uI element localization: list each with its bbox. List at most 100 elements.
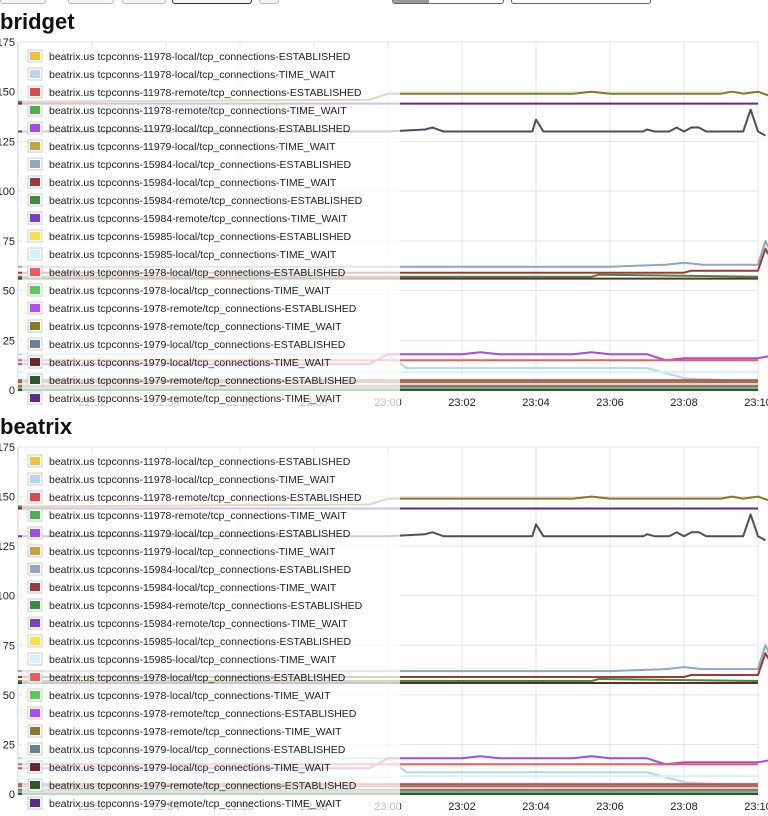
legend-label: beatrix.us tcpconns-11978-remote/tcp_con… [49,492,362,504]
panel-title: beatrix [0,414,73,439]
y-tick-label: 125 [0,136,15,148]
x-tick-label: 23:04 [522,397,550,409]
line-chart: 025507510012515017522:5222:5422:5622:582… [0,442,768,814]
y-tick-label: 0 [9,789,15,801]
legend-swatch [30,214,40,222]
legend-swatch [30,394,40,402]
legend-label: beatrix.us tcpconns-15985-local/tcp_conn… [49,249,337,261]
legend-swatch [30,547,40,555]
legend-label: beatrix.us tcpconns-15984-local/tcp_conn… [49,582,337,594]
toolbar-button[interactable] [259,0,279,4]
legend-label: beatrix.us tcpconns-11979-local/tcp_conn… [49,123,351,135]
legend-label: beatrix.us tcpconns-1979-local/tcp_conne… [49,357,331,369]
x-tick-label: 23:08 [670,397,698,409]
x-tick-label: 23:08 [670,801,698,813]
y-tick-label: 175 [0,37,15,49]
legend-label: beatrix.us tcpconns-11978-local/tcp_conn… [49,69,336,81]
legend-label: beatrix.us tcpconns-11979-local/tcp_conn… [49,546,336,558]
legend-swatch [30,106,40,114]
legend-swatch [30,124,40,132]
legend-label: beatrix.us tcpconns-1979-remote/tcp_conn… [49,798,342,810]
legend-label: beatrix.us tcpconns-11979-local/tcp_conn… [49,528,351,540]
series-line [18,108,766,137]
legend-label: beatrix.us tcpconns-15984-remote/tcp_con… [49,600,363,612]
x-tick-label: 23:04 [522,801,550,813]
y-tick-label: 25 [3,335,15,347]
toolbar-button-active[interactable] [172,0,252,4]
y-tick-label: 75 [3,640,15,652]
y-tick-label: 100 [0,591,15,603]
legend-label: beatrix.us tcpconns-1978-local/tcp_conne… [49,267,346,279]
legend-swatch [30,637,40,645]
legend-label: beatrix.us tcpconns-11978-local/tcp_conn… [49,474,336,486]
y-tick-label: 150 [0,492,15,504]
legend-swatch [30,268,40,276]
series-line [18,644,768,673]
legend-label: beatrix.us tcpconns-1978-local/tcp_conne… [49,672,346,684]
panel-title: bridget [0,9,75,34]
y-tick-label: 50 [3,286,15,298]
legend-swatch [30,322,40,330]
legend-swatch [30,781,40,789]
y-tick-label: 100 [0,186,15,198]
legend-label: beatrix.us tcpconns-11978-local/tcp_conn… [49,456,351,468]
legend-label: beatrix.us tcpconns-15985-local/tcp_conn… [49,654,337,666]
legend-swatch [30,601,40,609]
x-tick-label: 23:02 [448,397,476,409]
legend-label: beatrix.us tcpconns-15984-remote/tcp_con… [49,213,348,225]
legend-label: beatrix.us tcpconns-1979-local/tcp_conne… [49,744,346,756]
legend-label: beatrix.us tcpconns-11979-local/tcp_conn… [49,141,336,153]
series-line [18,513,766,542]
legend-swatch [30,745,40,753]
legend-swatch [30,88,40,96]
legend-swatch [30,619,40,627]
legend-swatch [30,376,40,384]
y-tick-label: 150 [0,87,15,99]
toolbar-button[interactable] [68,0,114,4]
series-line [18,652,768,678]
toolbar [0,0,768,6]
legend-swatch [30,583,40,591]
legend-swatch [30,691,40,699]
legend-swatch [30,529,40,537]
legend-swatch [30,304,40,312]
legend-label: beatrix.us tcpconns-15985-local/tcp_conn… [49,231,352,243]
y-tick-label: 125 [0,541,15,553]
search-input[interactable] [511,0,651,4]
legend-swatch [30,340,40,348]
y-tick-label: 175 [0,442,15,454]
y-tick-label: 50 [3,690,15,702]
range-input[interactable] [392,0,504,4]
line-chart: 025507510012515017522:5222:5422:5622:582… [0,37,768,409]
range-slider-fill [393,0,429,3]
legend-label: beatrix.us tcpconns-15984-local/tcp_conn… [49,564,352,576]
x-tick-label: 23:02 [448,801,476,813]
legend-label: beatrix.us tcpconns-11978-local/tcp_conn… [49,51,351,63]
legend-swatch [30,565,40,573]
legend-label: beatrix.us tcpconns-1978-remote/tcp_conn… [49,708,357,720]
legend-background [22,452,400,814]
legend-swatch [30,763,40,771]
series-line [18,239,768,268]
legend-label: beatrix.us tcpconns-1978-local/tcp_conne… [49,285,331,297]
legend-label: beatrix.us tcpconns-15984-local/tcp_conn… [49,177,337,189]
legend-swatch [30,196,40,204]
y-tick-label: 0 [9,385,15,397]
toolbar-button[interactable] [122,0,166,4]
legend-swatch [30,250,40,258]
legend-label: beatrix.us tcpconns-11978-remote/tcp_con… [49,105,347,117]
legend-label: beatrix.us tcpconns-1979-remote/tcp_conn… [49,393,342,405]
legend-label: beatrix.us tcpconns-1978-local/tcp_conne… [49,690,331,702]
legend-label: beatrix.us tcpconns-1979-local/tcp_conne… [49,762,331,774]
y-tick-label: 25 [3,739,15,751]
legend-label: beatrix.us tcpconns-1979-remote/tcp_conn… [49,375,357,387]
legend-swatch [30,358,40,366]
legend-label: beatrix.us tcpconns-1978-remote/tcp_conn… [49,726,342,738]
legend-label: beatrix.us tcpconns-15984-remote/tcp_con… [49,195,363,207]
legend-label: beatrix.us tcpconns-1979-local/tcp_conne… [49,339,346,351]
legend-swatch [30,709,40,717]
series-line [18,755,768,770]
legend-label: beatrix.us tcpconns-1978-remote/tcp_conn… [49,321,342,333]
toolbar-button[interactable] [0,0,46,4]
legend-label: beatrix.us tcpconns-15984-remote/tcp_con… [49,618,348,630]
